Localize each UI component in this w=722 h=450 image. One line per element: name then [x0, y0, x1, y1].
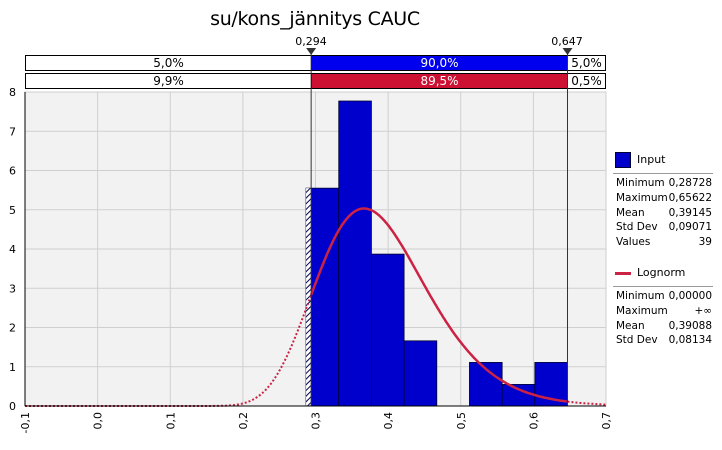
lognorm-stat-value: 0,39088: [668, 319, 712, 332]
x-tick-label: -0,1: [19, 412, 32, 433]
histogram-bar: [338, 100, 372, 407]
input-stat-label: Minimum: [616, 177, 665, 189]
x-tick-label: 0,5: [455, 412, 468, 430]
lognorm-curve-left-tail: [25, 294, 313, 407]
input-stat-row: Std Dev 0,09071: [613, 220, 713, 235]
lognorm-stat-label: Std Dev: [616, 334, 658, 347]
fit-delimiter-row: 9,9% 89,5% 0,5%: [25, 73, 606, 89]
input-stat-value: 39: [698, 236, 712, 249]
lognorm-legend-label: Lognorm: [637, 266, 686, 279]
histogram-bar: [371, 253, 405, 407]
fit-right-percent: 0,5%: [567, 73, 606, 89]
x-tick-label: 0,2: [237, 412, 250, 430]
input-stat-row: Values 39: [613, 235, 713, 250]
lognorm-curve: [309, 207, 567, 403]
input-stat-label: Mean: [616, 206, 645, 219]
lognorm-stat-value: +∞: [694, 304, 712, 317]
input-stat-value: 0,65622: [668, 191, 712, 204]
y-tick-label: 1: [9, 361, 16, 374]
lognorm-stat-label: Mean: [616, 319, 645, 332]
lognorm-stat-row: Minimum 0,00000: [613, 289, 713, 304]
x-tick-label: 0,3: [310, 412, 323, 430]
y-tick-label: 3: [9, 282, 16, 295]
y-tick-label: 0: [9, 400, 16, 413]
x-tick-label: 0,7: [600, 412, 613, 430]
y-tick-label: 7: [9, 125, 16, 138]
input-stat-label: Std Dev: [616, 221, 658, 234]
lognorm-stat-row: Mean 0,39088: [613, 319, 713, 334]
input-stats-table: Minimum 0,28728 Maximum 0,65622 Mean 0,39145 S…: [613, 173, 713, 250]
left-marker-label: 0,294: [295, 35, 327, 48]
lognorm-stat-label: Maximum: [616, 304, 668, 317]
x-tick-label: 0,0: [92, 412, 105, 430]
input-stat-row: Minimum 0,28728: [613, 176, 713, 191]
y-tick-label: 2: [9, 322, 16, 335]
lognorm-stat-value: 0,08134: [668, 334, 712, 347]
y-tick-label: 8: [9, 86, 16, 99]
y-tick-label: 4: [9, 243, 16, 256]
lognorm-stats-table: Minimum 0,00000 Maximum +∞ Mean 0,39088 Std De…: [613, 286, 713, 348]
left-delimiter-triangle: [306, 48, 317, 55]
histogram-bar: [501, 384, 536, 407]
chart-title: su/kons_jännitys CAUC: [210, 8, 420, 30]
x-tick-label: 0,1: [164, 412, 177, 430]
input-stat-label: Values: [616, 236, 651, 249]
lognorm-legend-swatch: [615, 272, 631, 275]
lognorm-stat-row: Maximum +∞: [613, 304, 713, 319]
fit-left-percent: 9,9%: [25, 73, 312, 89]
y-tick-label: 5: [9, 204, 16, 217]
input-stat-label: Maximum: [616, 191, 668, 204]
input-legend-label: Input: [637, 153, 666, 166]
input-stat-value: 0,09071: [668, 221, 712, 234]
lognorm-stat-value: 0,00000: [668, 290, 712, 302]
x-tick-label: 0,6: [527, 412, 540, 430]
y-tick-label: 6: [9, 165, 16, 178]
input-right-percent: 5,0%: [567, 55, 606, 71]
right-marker-label: 0,647: [551, 35, 583, 48]
input-left-percent: 5,0%: [25, 55, 312, 71]
input-stat-row: Maximum 0,65622: [613, 191, 713, 206]
histogram-bar: [403, 340, 438, 407]
fit-middle-percent: 89,5%: [311, 73, 568, 89]
right-delimiter-triangle: [562, 48, 573, 55]
histogram-bar-tail-hatch: [306, 188, 312, 406]
input-stat-row: Mean 0,39145: [613, 206, 713, 221]
x-tick-label: 0,4: [382, 412, 395, 430]
input-legend-swatch: [615, 152, 631, 168]
lognorm-stat-label: Minimum: [616, 290, 665, 302]
input-stat-value: 0,39145: [668, 206, 712, 219]
lognorm-stat-row: Std Dev 0,08134: [613, 333, 713, 348]
input-stat-value: 0,28728: [668, 177, 712, 189]
